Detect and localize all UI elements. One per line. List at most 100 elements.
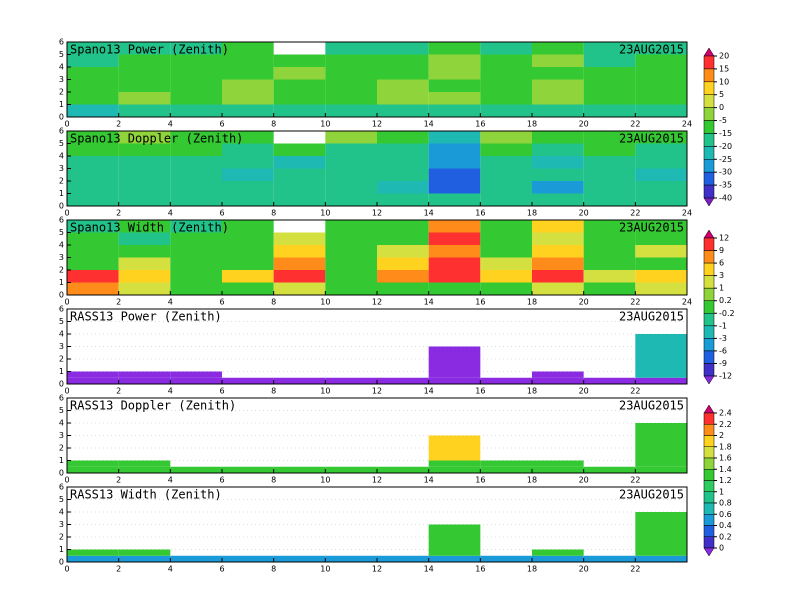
- heat-cell: [222, 104, 274, 117]
- heat-cell: [428, 435, 481, 448]
- heat-cell: [583, 156, 636, 169]
- y-tick-label: 0: [59, 558, 64, 567]
- heat-cell: [377, 168, 429, 181]
- heat-cell: [170, 54, 222, 67]
- heat-cell: [67, 131, 119, 144]
- heat-cell: [67, 193, 119, 206]
- heat-cell: [635, 220, 687, 233]
- panel-date: 23AUG2015: [619, 399, 684, 413]
- panel-date: 23AUG2015: [619, 43, 684, 57]
- heat-cell: [67, 92, 119, 105]
- y-tick-label: 5: [59, 50, 64, 59]
- colorbar-tick-label: 6: [719, 259, 724, 268]
- panel-title: RASS13 Doppler (Zenith): [70, 399, 236, 413]
- heat-cell: [222, 193, 274, 206]
- colorbar-segment: [703, 171, 715, 186]
- heat-cell: [273, 193, 326, 206]
- colorbar-segment: [703, 313, 715, 327]
- colorbar-segment: [703, 250, 715, 264]
- heat-cell: [273, 555, 326, 562]
- heat-cell: [273, 104, 326, 117]
- heat-cell: [118, 549, 171, 556]
- heat-cell: [532, 460, 584, 467]
- x-tick-label: 12: [372, 565, 382, 574]
- colorbar-segment: [703, 107, 715, 121]
- x-tick-label: 0: [64, 565, 69, 574]
- x-tick-label: 6: [219, 387, 224, 396]
- heat-cell: [428, 282, 481, 295]
- heat-cell: [170, 104, 222, 117]
- heat-cell: [325, 555, 377, 562]
- heat-cell: [325, 181, 377, 194]
- y-tick-label: 5: [59, 406, 64, 415]
- heat-cell: [583, 168, 636, 181]
- x-tick-label: 8: [271, 298, 276, 307]
- heat-cell: [325, 245, 377, 258]
- heat-cell: [583, 104, 636, 117]
- heat-cell: [170, 181, 222, 194]
- x-tick-label: 22: [630, 120, 640, 129]
- x-tick-label: 14: [424, 476, 434, 485]
- heat-cell: [635, 270, 687, 283]
- heat-cell: [222, 282, 274, 295]
- colorbar-segment: [703, 412, 715, 425]
- heat-cell: [222, 143, 274, 156]
- heat-cell: [428, 270, 481, 283]
- heat-cell: [532, 232, 584, 245]
- x-tick-label: 20: [579, 476, 589, 485]
- x-tick-label: 14: [424, 120, 434, 129]
- colorbar-segment: [703, 133, 715, 147]
- y-tick-label: 4: [59, 152, 64, 161]
- heat-cell: [583, 67, 636, 80]
- heat-cell: [583, 377, 636, 384]
- heat-cell: [170, 555, 222, 562]
- heat-cell: [635, 42, 687, 55]
- heat-cell: [428, 79, 481, 92]
- heat-cell: [273, 282, 326, 295]
- heat-cell: [67, 181, 119, 194]
- x-tick-label: 4: [168, 298, 173, 307]
- y-tick-label: 4: [59, 330, 64, 339]
- heat-cell: [532, 181, 584, 194]
- y-tick-label: 0: [59, 291, 64, 300]
- x-tick-label: 4: [168, 209, 173, 218]
- heat-cell: [67, 257, 119, 270]
- heat-cell: [377, 232, 429, 245]
- x-tick-label: 2: [116, 476, 121, 485]
- x-tick-label: 16: [475, 476, 485, 485]
- colorbar-tick-label: -15: [719, 129, 732, 138]
- colorbar-tick-label: -1: [719, 321, 727, 330]
- heat-cell: [377, 377, 429, 384]
- colorbar-segment: [703, 237, 715, 251]
- heat-cell: [428, 92, 481, 105]
- heat-cell: [480, 245, 532, 258]
- heat-cell: [377, 466, 429, 473]
- colorbar-segment: [703, 184, 715, 199]
- x-tick-label: 12: [372, 387, 382, 396]
- heat-cell: [583, 54, 636, 67]
- heat-cell: [377, 555, 429, 562]
- heat-cell: [273, 54, 326, 67]
- heat-cell: [118, 460, 171, 467]
- heat-cell: [635, 549, 687, 556]
- heat-cell: [67, 466, 119, 473]
- heat-cell: [428, 156, 481, 169]
- heat-cell: [635, 54, 687, 67]
- colorbar-segment: [703, 525, 715, 537]
- y-tick-label: 3: [59, 164, 64, 173]
- heat-cell: [532, 549, 584, 556]
- heat-cell: [377, 54, 429, 67]
- heat-cell: [222, 257, 274, 270]
- heat-cell: [583, 131, 636, 144]
- y-tick-label: 0: [59, 469, 64, 478]
- heat-cell: [583, 79, 636, 92]
- heat-cell: [583, 466, 636, 473]
- y-tick-label: 4: [59, 63, 64, 72]
- heat-cell: [325, 131, 377, 144]
- heat-cell: [118, 232, 171, 245]
- x-tick-label: 16: [475, 387, 485, 396]
- heat-cell: [325, 79, 377, 92]
- heat-cell: [273, 377, 326, 384]
- colorbar-segment: [703, 146, 715, 160]
- heat-cell: [428, 555, 481, 562]
